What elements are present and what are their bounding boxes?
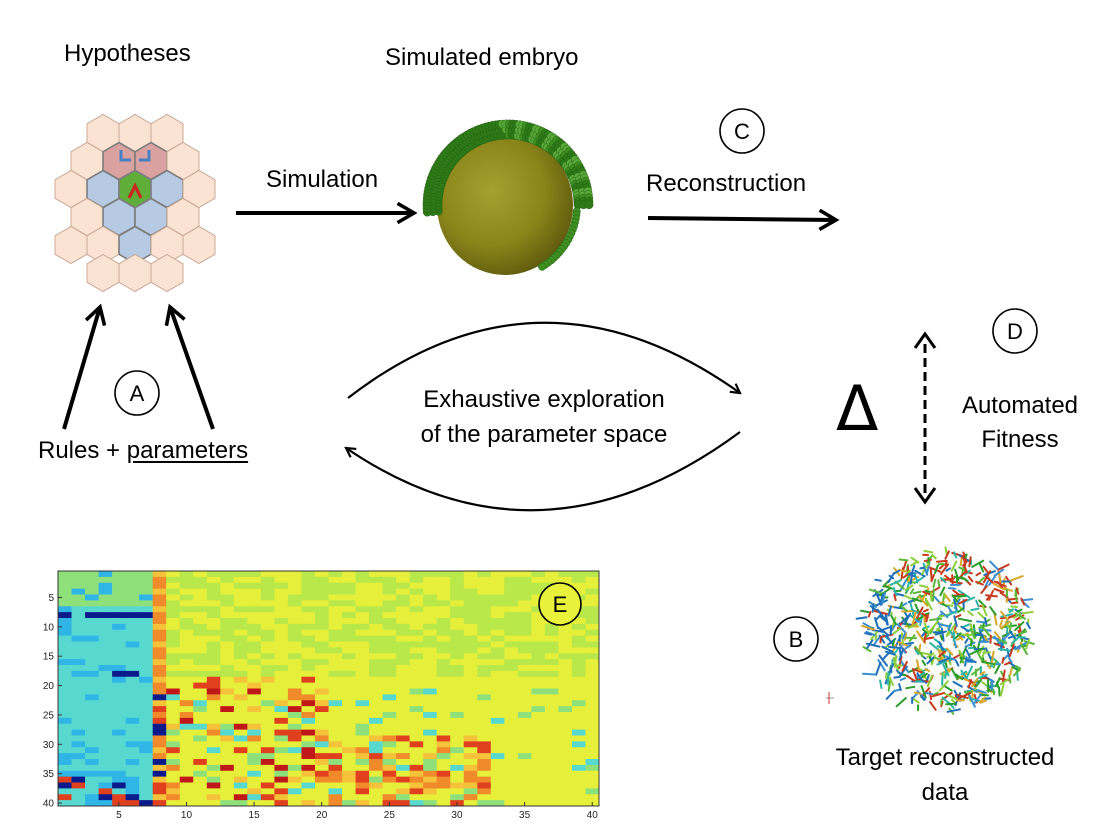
polarity-arrow-right <box>139 150 151 162</box>
svg-text:D: D <box>1007 319 1023 344</box>
marker-e: E <box>538 582 582 626</box>
polarity-arrow-center <box>127 182 143 199</box>
heatmap-x-tick: 40 <box>587 810 599 821</box>
marker-b: B <box>773 616 819 662</box>
marker-c: C <box>719 108 765 154</box>
heatmap-y-tick: 15 <box>43 652 55 663</box>
marker-d: D <box>992 308 1038 354</box>
heatmap-x-tick: 25 <box>384 810 396 821</box>
heatmap-x-tick: 5 <box>116 810 122 821</box>
heatmap-y-tick: 30 <box>43 740 55 751</box>
marker-a: A <box>114 370 160 416</box>
simulated-embryo-title: Simulated embryo <box>385 44 579 71</box>
polarity-arrow-left <box>119 150 131 162</box>
svg-text:A: A <box>130 381 145 406</box>
exploration-line-2: of the parameter space <box>420 421 668 448</box>
rules-label: Rules + <box>38 437 121 464</box>
rules-arrow-left <box>62 307 100 430</box>
hypotheses-title: Hypotheses <box>64 40 191 67</box>
parameters-label: parameters <box>126 437 249 464</box>
fitness-line-2: Fitness <box>981 426 1059 453</box>
simulation-label: Simulation <box>266 166 379 193</box>
parameters-arrow-right <box>170 307 215 430</box>
heatmap-x-tick: 15 <box>249 810 261 821</box>
reconstruction-label: Reconstruction <box>646 170 807 197</box>
exploration-arc-top <box>347 321 740 399</box>
heatmap-y-tick: 5 <box>48 593 54 604</box>
hypothesis-hexagon-grid <box>54 113 216 293</box>
fitness-arrow-head-top <box>913 331 937 349</box>
heatmap-y-tick: 25 <box>43 710 55 721</box>
hexagon-cell <box>150 253 184 293</box>
heatmap-x-tick: 35 <box>519 810 531 821</box>
heatmap-y-tick: 35 <box>43 769 55 780</box>
rules-parameters-label: Rules + parameters <box>38 439 248 463</box>
target-reconstruction-graphic <box>826 546 1035 715</box>
exploration-line-1: Exhaustive exploration <box>423 386 665 413</box>
svg-text:B: B <box>789 627 804 652</box>
simulated-embryo-graphic <box>422 119 594 275</box>
heatmap-x-tick: 20 <box>316 810 328 821</box>
heatmap-y-tick: 40 <box>43 799 55 810</box>
hexagon-cell <box>118 253 152 293</box>
target-line-2: data <box>921 779 969 806</box>
fitness-line-1: Automated <box>961 392 1079 419</box>
heatmap-x-tick: 10 <box>181 810 193 821</box>
exploration-arc-bottom <box>346 431 741 512</box>
reconstruction-arrow <box>647 218 836 220</box>
hexagon-cell <box>182 225 216 265</box>
parameter-heatmap: 5 10 15 20 25 30 35 40 5 10 15 20 25 30 35 40 E <box>43 570 600 821</box>
hexagon-cell <box>86 253 120 293</box>
svg-text:C: C <box>734 119 750 144</box>
delta-symbol: Δ <box>836 372 879 445</box>
heatmap-x-tick: 30 <box>451 810 463 821</box>
fitness-arrow-head-bottom <box>913 487 937 505</box>
heatmap-y-tick: 20 <box>43 681 55 692</box>
heatmap-y-tick: 10 <box>43 622 55 633</box>
svg-text:E: E <box>553 592 568 617</box>
target-line-1: Target reconstructed <box>835 744 1055 771</box>
